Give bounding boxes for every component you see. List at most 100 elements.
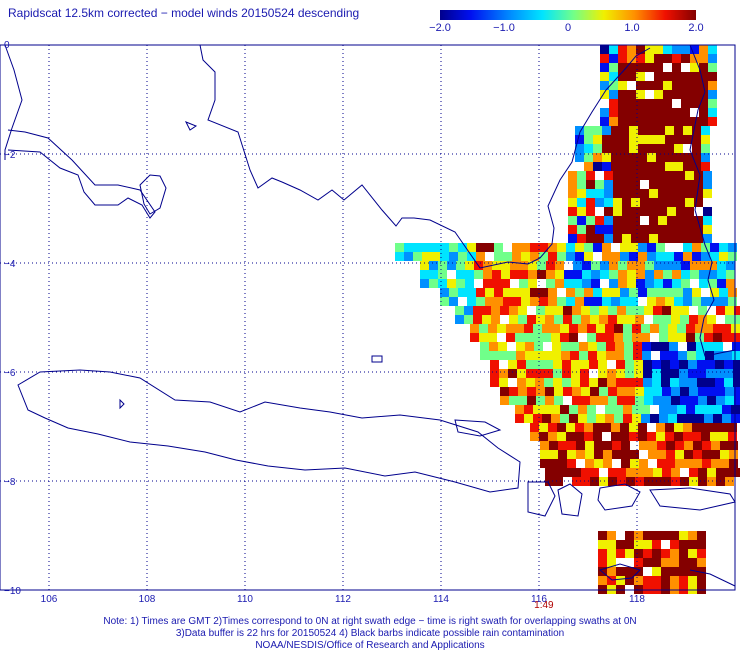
wind-difference-cell	[535, 360, 544, 369]
wind-difference-cell	[632, 414, 641, 423]
wind-difference-cell	[476, 252, 485, 261]
wind-difference-cell	[537, 270, 546, 279]
wind-difference-cell	[621, 441, 630, 450]
wind-difference-cell	[540, 450, 549, 459]
lat-tick-label: −4	[4, 259, 16, 270]
wind-difference-cell	[557, 423, 566, 432]
wind-difference-cell	[654, 108, 663, 117]
wind-difference-cell	[660, 351, 669, 360]
wind-difference-cell	[634, 531, 643, 540]
wind-difference-cell	[694, 198, 703, 207]
wind-difference-cell	[527, 396, 536, 405]
wind-difference-cell	[659, 405, 668, 414]
wind-difference-cell	[688, 360, 697, 369]
wind-difference-cell	[603, 459, 612, 468]
swath-time-label: 1:49	[534, 600, 554, 611]
wind-difference-cell	[662, 477, 671, 486]
wind-difference-cell	[643, 558, 652, 567]
wind-difference-cell	[686, 405, 695, 414]
wind-difference-cell	[536, 306, 545, 315]
wind-difference-cell	[635, 315, 644, 324]
wind-difference-cell	[482, 315, 491, 324]
wind-difference-cell	[566, 432, 575, 441]
wind-difference-cell	[716, 387, 725, 396]
wind-difference-cell	[584, 288, 593, 297]
wind-difference-cell	[503, 297, 512, 306]
wind-difference-cell	[491, 315, 500, 324]
wind-difference-cell	[725, 477, 734, 486]
wind-difference-cell	[685, 207, 694, 216]
wind-difference-cell	[644, 387, 653, 396]
wind-difference-cell	[657, 459, 666, 468]
wind-difference-cell	[692, 432, 701, 441]
wind-difference-cell	[431, 252, 440, 261]
wind-difference-cell	[557, 432, 566, 441]
wind-difference-cell	[719, 432, 728, 441]
wind-difference-cell	[568, 180, 577, 189]
wind-difference-cell	[566, 288, 575, 297]
wind-difference-cell	[501, 270, 510, 279]
wind-difference-cell	[623, 414, 632, 423]
wind-difference-cell	[586, 225, 595, 234]
lat-tick-label: −8	[4, 477, 16, 488]
wind-difference-cell	[658, 180, 667, 189]
wind-difference-cell	[562, 360, 571, 369]
wind-difference-cell	[604, 216, 613, 225]
wind-difference-cell	[429, 270, 438, 279]
wind-difference-cell	[503, 288, 512, 297]
wind-difference-cell	[554, 468, 563, 477]
wind-difference-cell	[692, 423, 701, 432]
wind-difference-cell	[609, 108, 618, 117]
wind-difference-cell	[625, 540, 634, 549]
wind-difference-cell	[602, 423, 611, 432]
wind-difference-cell	[551, 324, 560, 333]
wind-difference-cell	[635, 387, 644, 396]
wind-difference-cell	[575, 288, 584, 297]
wind-difference-cell	[476, 243, 485, 252]
wind-difference-cell	[563, 468, 572, 477]
wind-difference-cell	[602, 144, 611, 153]
wind-difference-cell	[631, 198, 640, 207]
wind-difference-cell	[526, 360, 535, 369]
wind-difference-cell	[537, 261, 546, 270]
wind-difference-cell	[658, 198, 667, 207]
wind-difference-cell	[497, 324, 506, 333]
wind-difference-cell	[626, 315, 635, 324]
wind-difference-cell	[654, 279, 663, 288]
wind-difference-cell	[722, 414, 731, 423]
wind-difference-cell	[667, 189, 676, 198]
coastline-flores	[649, 487, 736, 511]
wind-difference-cell	[625, 531, 634, 540]
wind-difference-cell	[604, 189, 613, 198]
wind-difference-cell	[612, 450, 621, 459]
wind-difference-cell	[618, 261, 627, 270]
wind-difference-cell	[668, 324, 677, 333]
wind-difference-cell	[658, 207, 667, 216]
wind-difference-cell	[634, 549, 643, 558]
wind-difference-cell	[658, 216, 667, 225]
wind-difference-cell	[652, 360, 661, 369]
wind-difference-cell	[662, 315, 671, 324]
wind-difference-cell	[509, 396, 518, 405]
lat-tick-label: −6	[4, 368, 16, 379]
wind-difference-cell	[519, 261, 528, 270]
lon-tick-label: 106	[41, 594, 58, 605]
wind-difference-cell	[449, 252, 458, 261]
wind-difference-cell	[581, 477, 590, 486]
wind-difference-cell	[677, 324, 686, 333]
wind-difference-cell	[542, 324, 551, 333]
wind-difference-cell	[609, 90, 618, 99]
wind-difference-cell	[591, 261, 600, 270]
wind-difference-cell	[476, 288, 485, 297]
wind-difference-cell	[689, 315, 698, 324]
wind-difference-cell	[500, 306, 509, 315]
wind-difference-cell	[649, 198, 658, 207]
wind-difference-cell	[617, 306, 626, 315]
wind-difference-cell	[604, 180, 613, 189]
wind-difference-cell	[660, 342, 669, 351]
wind-difference-cell	[492, 270, 501, 279]
wind-difference-cell	[609, 99, 618, 108]
wind-difference-cell	[635, 468, 644, 477]
wind-difference-cell	[688, 549, 697, 558]
wind-difference-cell	[575, 135, 584, 144]
